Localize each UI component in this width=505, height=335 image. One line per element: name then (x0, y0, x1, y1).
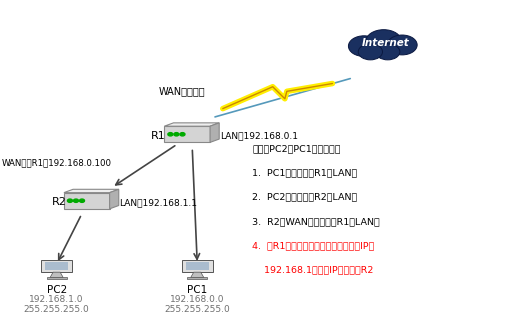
Text: 2.  PC2的网关指向R2的LAN口: 2. PC2的网关指向R2的LAN口 (252, 193, 358, 202)
Text: PC2: PC2 (46, 285, 67, 295)
Text: R2: R2 (52, 197, 67, 207)
Text: PC1: PC1 (187, 285, 208, 295)
Polygon shape (46, 277, 67, 279)
Text: 192.168.1网段的IP包转发到R2: 192.168.1网段的IP包转发到R2 (252, 266, 374, 274)
Text: LAN：192.168.0.1: LAN：192.168.0.1 (220, 131, 298, 140)
Circle shape (79, 199, 84, 202)
Polygon shape (210, 123, 219, 142)
Circle shape (73, 199, 78, 202)
Circle shape (348, 36, 380, 56)
Text: 3.  R2的WAN口网关指向R1的LAN口: 3. R2的WAN口网关指向R1的LAN口 (252, 217, 380, 226)
Text: LAN：192.168.1.1: LAN：192.168.1.1 (119, 198, 197, 207)
Polygon shape (191, 272, 204, 277)
Text: Internet: Internet (362, 38, 410, 48)
Circle shape (376, 44, 400, 60)
Text: 要实现PC2和PC1的相互通讯: 要实现PC2和PC1的相互通讯 (252, 144, 341, 153)
Text: WAN口接外网: WAN口接外网 (159, 86, 206, 96)
Circle shape (358, 44, 382, 60)
Polygon shape (41, 260, 72, 272)
Circle shape (68, 199, 72, 202)
Circle shape (174, 133, 179, 136)
Text: 255.255.255.0: 255.255.255.0 (165, 305, 230, 314)
Circle shape (366, 30, 401, 53)
Text: 192.168.1.0: 192.168.1.0 (29, 295, 84, 305)
Polygon shape (185, 262, 209, 270)
Polygon shape (64, 189, 119, 193)
Text: 4.  在R1上指定一条静态路由，使目的IP为: 4. 在R1上指定一条静态路由，使目的IP为 (252, 241, 375, 250)
Circle shape (387, 35, 417, 55)
Text: WAN口接R1的192.168.0.100: WAN口接R1的192.168.0.100 (2, 158, 112, 167)
Text: 255.255.255.0: 255.255.255.0 (24, 305, 89, 314)
Polygon shape (50, 272, 63, 277)
Polygon shape (164, 123, 219, 126)
Text: R1: R1 (151, 131, 166, 141)
Circle shape (180, 133, 185, 136)
Text: 1.  PC1的网关指向R1的LAN口: 1. PC1的网关指向R1的LAN口 (252, 169, 358, 178)
Polygon shape (164, 126, 210, 142)
Polygon shape (110, 189, 119, 209)
Polygon shape (64, 193, 110, 209)
Circle shape (168, 133, 173, 136)
Text: 192.168.0.0: 192.168.0.0 (170, 295, 225, 305)
Polygon shape (45, 262, 68, 270)
Polygon shape (182, 260, 213, 272)
Polygon shape (187, 277, 207, 279)
